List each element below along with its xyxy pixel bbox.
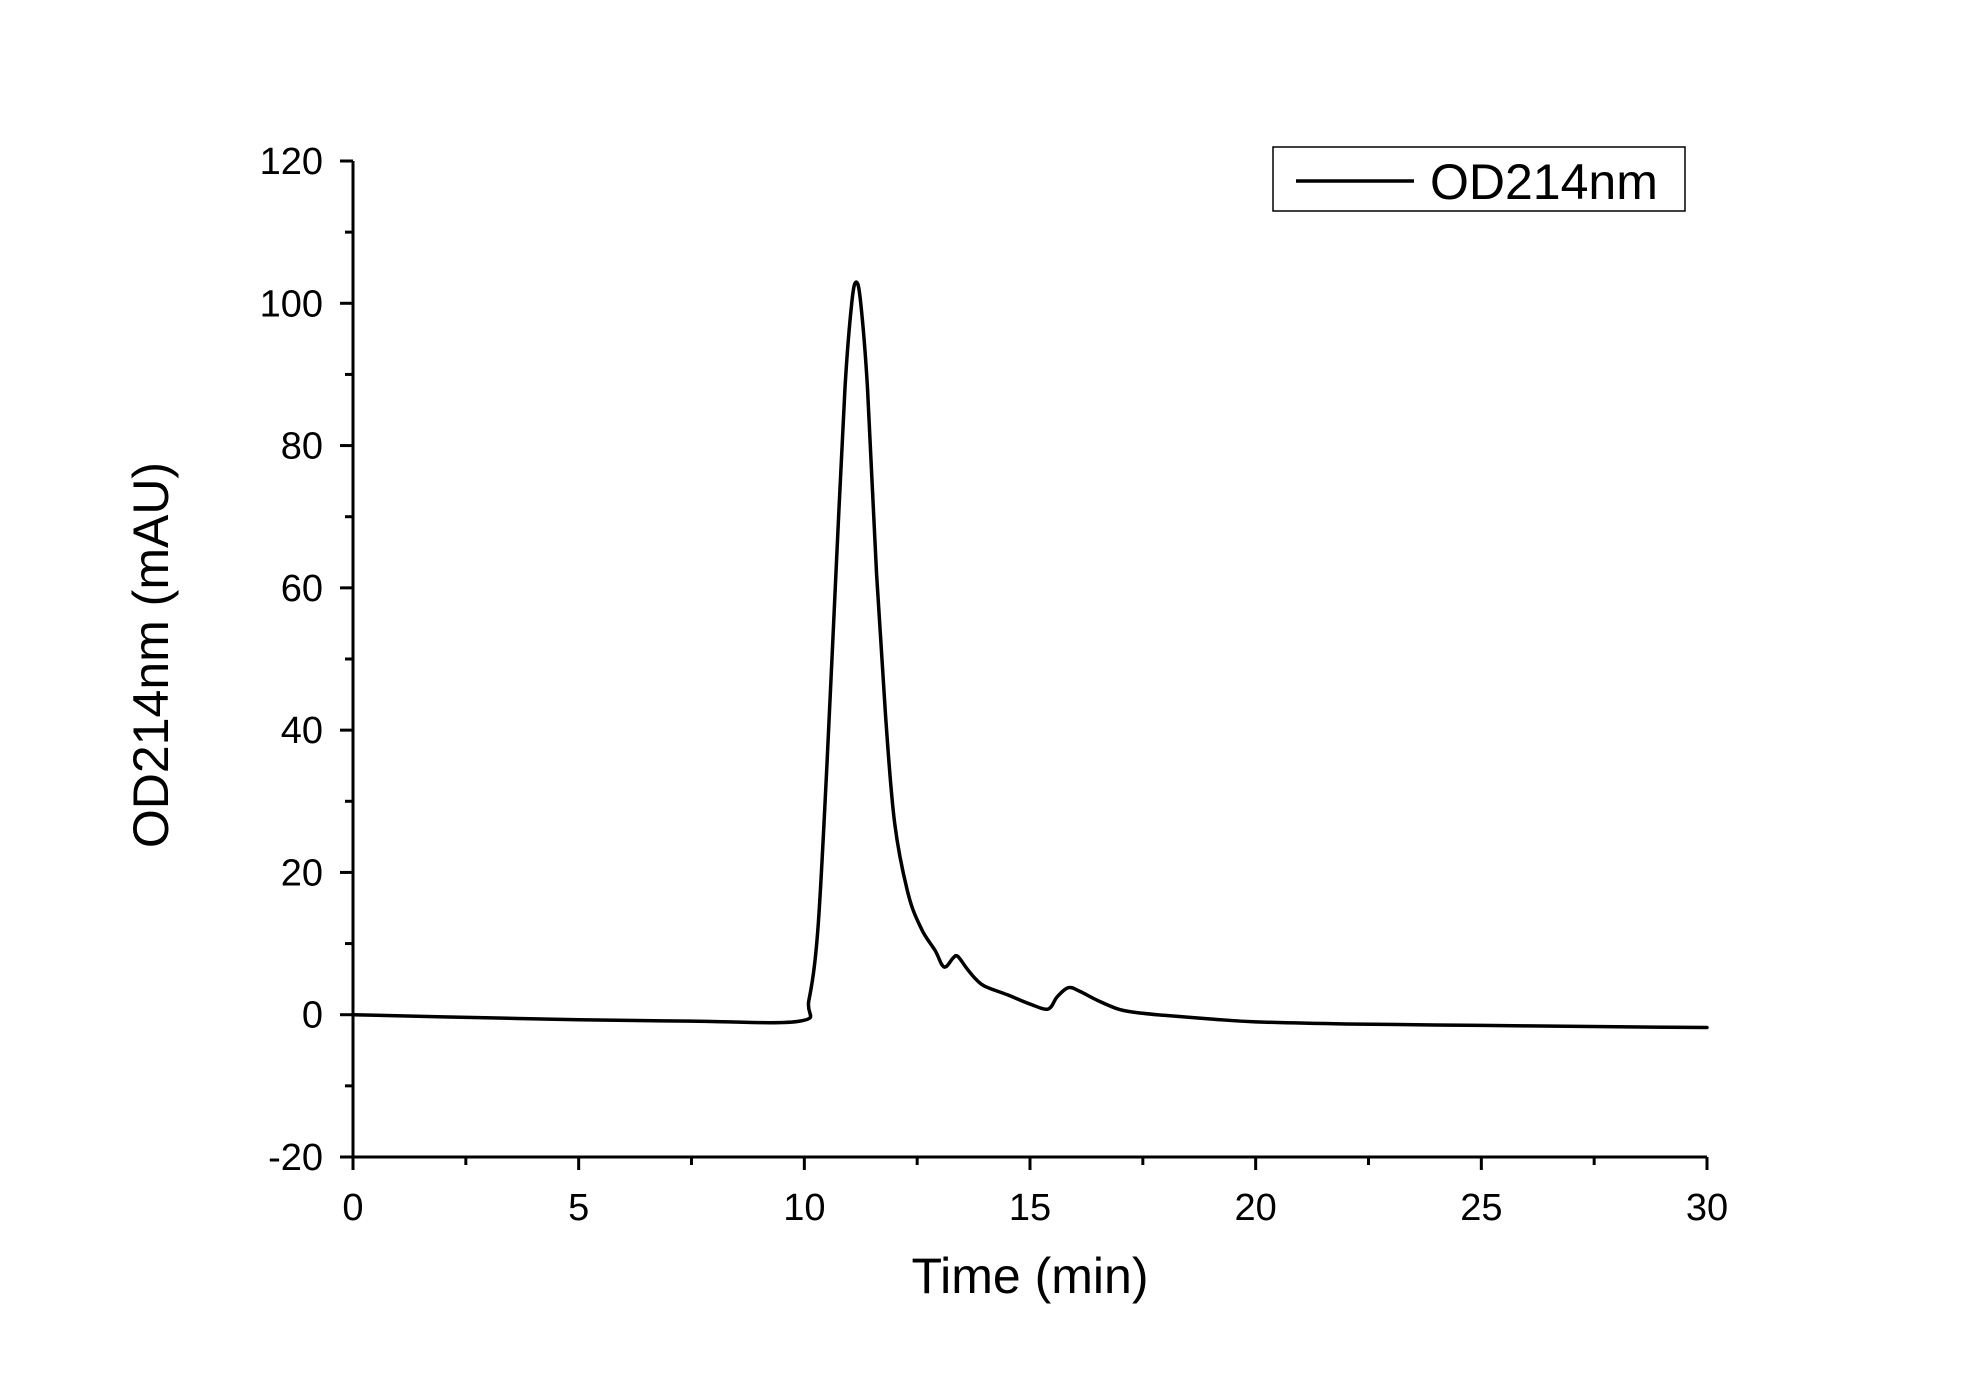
y-tick-label: 20: [281, 852, 323, 894]
legend: OD214nm: [1272, 146, 1686, 212]
x-axis-title: Time (min): [911, 1248, 1148, 1304]
x-tick-label: 0: [342, 1187, 363, 1229]
x-axis-ticks: 0 5 10 15 20 25 30: [342, 1157, 1728, 1229]
x-tick-label: 10: [783, 1187, 825, 1229]
plot-area: 0 5 10 15 20 25 30 -20 0 20 40 60 80 100 120: [260, 141, 1729, 1229]
series-line-od214nm: [351, 280, 1709, 1030]
x-tick-label: 25: [1460, 1187, 1502, 1229]
y-tick-label: 60: [281, 568, 323, 610]
legend-box: [1272, 146, 1686, 212]
x-tick-label: 5: [568, 1187, 589, 1229]
x-tick-label: 30: [1686, 1187, 1728, 1229]
y-tick-label: 80: [281, 426, 323, 468]
y-tick-label: -20: [268, 1137, 323, 1179]
x-tick-label: 15: [1009, 1187, 1051, 1229]
y-axis-title: OD214nm (mAU): [123, 462, 179, 848]
x-tick-label: 20: [1235, 1187, 1277, 1229]
y-tick-label: 100: [260, 283, 323, 325]
legend-label: OD214nm: [1430, 154, 1658, 210]
y-tick-label: 0: [302, 995, 323, 1037]
y-axis-ticks: -20 0 20 40 60 80 100 120: [260, 141, 353, 1179]
y-tick-label: 120: [260, 141, 323, 183]
y-tick-label: 40: [281, 710, 323, 752]
